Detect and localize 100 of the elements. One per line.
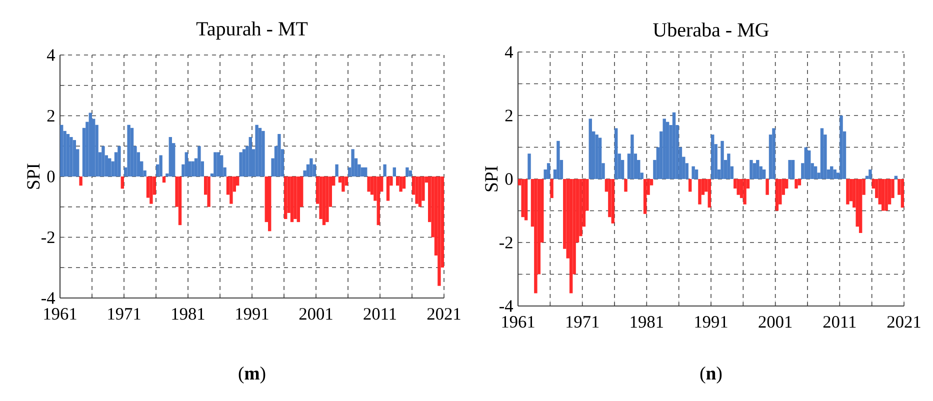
- bar: [736, 179, 740, 195]
- bar: [766, 179, 769, 195]
- y-axis-title: SPI: [27, 164, 40, 189]
- y-tick-label: 2: [47, 110, 54, 122]
- bar: [360, 167, 364, 177]
- y-tick-label: -4: [42, 292, 56, 304]
- bar: [666, 122, 670, 180]
- bar: [598, 138, 602, 180]
- bar: [840, 116, 843, 180]
- bar: [408, 170, 412, 177]
- bar: [694, 169, 698, 180]
- bar: [184, 152, 188, 177]
- x-tick-label: 1991: [695, 316, 728, 328]
- bar: [367, 176, 370, 192]
- x-tick-label: 2001: [299, 308, 332, 320]
- bar: [595, 134, 598, 180]
- bar: [418, 176, 422, 207]
- bar: [534, 179, 538, 294]
- bar: [868, 169, 872, 180]
- bar: [756, 160, 760, 180]
- bar: [630, 134, 634, 180]
- bar: [662, 118, 666, 180]
- x-tick-label: 1971: [108, 308, 140, 320]
- x-tick-label: 1971: [566, 316, 599, 328]
- x-tick-label: 2011: [823, 316, 856, 328]
- bar: [556, 140, 560, 180]
- bar: [326, 176, 329, 222]
- chart-title: Uberaba - MG: [653, 22, 769, 37]
- bar: [438, 176, 441, 286]
- bar: [406, 167, 409, 177]
- bar: [284, 176, 288, 220]
- bar: [70, 137, 73, 177]
- bar: [399, 176, 402, 192]
- bar: [118, 146, 121, 177]
- x-tick-label: 1981: [172, 308, 204, 320]
- bar: [150, 176, 153, 204]
- x-tick-label: 2021: [887, 316, 920, 328]
- bar: [798, 179, 802, 186]
- x-tick-label: 1981: [630, 316, 663, 328]
- y-tick-label: 4: [46, 49, 56, 61]
- bar: [402, 176, 406, 189]
- text: (m): [238, 366, 266, 384]
- bar: [168, 137, 172, 177]
- bar: [611, 179, 615, 224]
- x-tick-label: 1991: [236, 308, 268, 320]
- bar: [550, 179, 554, 198]
- bar: [858, 179, 862, 233]
- bar: [296, 176, 300, 222]
- bar: [88, 112, 92, 177]
- bar: [833, 169, 836, 180]
- bar: [191, 161, 194, 177]
- bar: [720, 140, 724, 180]
- bar: [672, 112, 676, 180]
- bar: [708, 179, 712, 208]
- bar: [791, 160, 795, 180]
- y-tick-label: 0: [47, 170, 55, 182]
- bar: [178, 176, 182, 226]
- bar: [814, 166, 818, 180]
- bar: [624, 179, 628, 192]
- bar: [546, 163, 550, 180]
- bar: [159, 155, 162, 177]
- x-tick-label: 2011: [364, 308, 396, 320]
- bar: [214, 152, 217, 177]
- bar: [127, 124, 130, 177]
- bar: [830, 166, 834, 180]
- bar: [255, 124, 258, 177]
- bar: [120, 176, 124, 189]
- y-tick-label: 4: [504, 46, 514, 58]
- bar: [248, 137, 252, 177]
- bar: [752, 163, 756, 180]
- bar: [79, 176, 82, 186]
- bar: [364, 167, 368, 177]
- bar: [239, 152, 242, 177]
- bar: [198, 146, 201, 177]
- bar: [162, 176, 166, 183]
- bar: [207, 176, 210, 207]
- bar: [335, 164, 338, 177]
- text: (n): [700, 366, 722, 384]
- bar: [820, 128, 824, 180]
- bar: [108, 158, 112, 177]
- bar: [588, 118, 592, 180]
- y-tick-label: 2: [505, 110, 512, 122]
- bar: [392, 167, 396, 177]
- bar: [846, 179, 850, 204]
- bar: [290, 176, 294, 222]
- bar: [698, 179, 702, 204]
- bar: [772, 128, 776, 180]
- bar: [220, 155, 224, 177]
- bar: [322, 176, 326, 226]
- x-tick-label: 2001: [758, 316, 792, 328]
- bar: [743, 179, 746, 204]
- bar: [884, 179, 888, 211]
- bar: [692, 166, 695, 180]
- bar: [762, 169, 766, 180]
- bar: [130, 128, 134, 177]
- bar: [415, 176, 418, 204]
- bar: [262, 130, 265, 177]
- x-tick-label: 1961: [502, 316, 534, 328]
- bar: [351, 149, 354, 177]
- bar: [376, 176, 380, 226]
